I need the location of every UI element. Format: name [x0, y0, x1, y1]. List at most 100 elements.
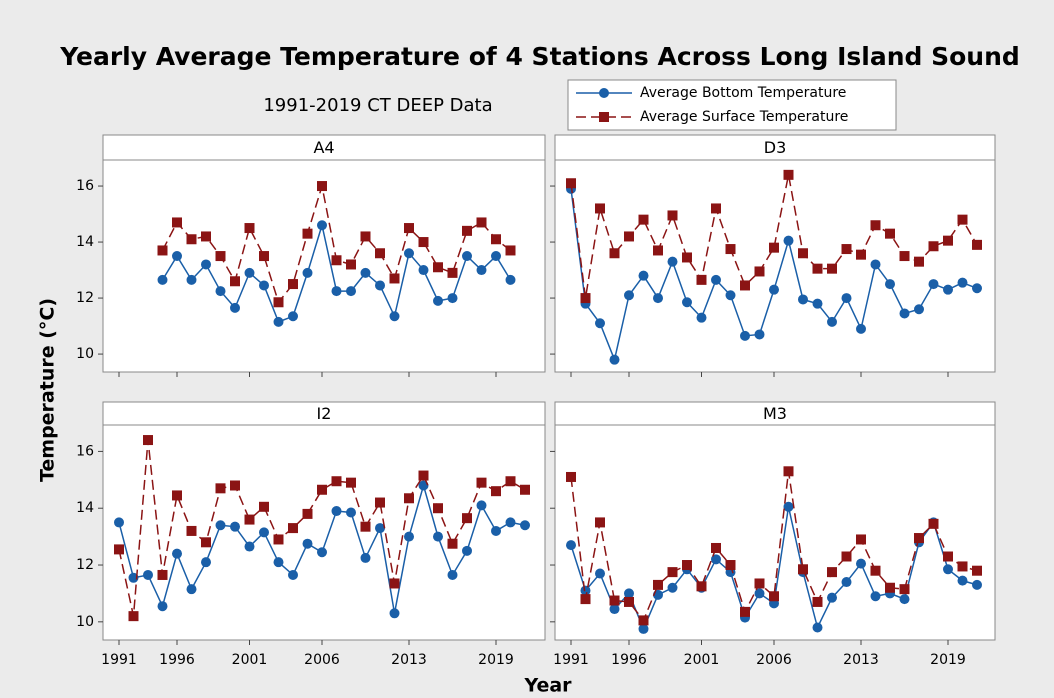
- marker: [943, 284, 953, 295]
- marker: [230, 480, 240, 491]
- marker: [505, 476, 516, 487]
- marker: [433, 295, 443, 306]
- marker: [447, 538, 458, 549]
- marker: [418, 265, 429, 276]
- marker: [841, 551, 852, 562]
- marker: [244, 514, 255, 525]
- y-tick-label: 10: [76, 346, 94, 362]
- marker: [711, 274, 721, 285]
- marker: [957, 575, 968, 586]
- marker: [157, 245, 168, 256]
- marker: [812, 263, 823, 274]
- marker: [580, 594, 591, 605]
- marker: [360, 231, 371, 242]
- marker: [754, 329, 765, 340]
- marker: [462, 545, 472, 556]
- marker: [375, 248, 385, 259]
- marker: [244, 223, 255, 234]
- marker: [201, 537, 211, 548]
- marker: [841, 293, 852, 304]
- marker: [972, 565, 982, 576]
- panel-title: A4: [313, 138, 334, 157]
- marker: [186, 274, 197, 285]
- series-line: [570, 174, 978, 299]
- marker: [595, 568, 605, 579]
- marker: [302, 538, 313, 549]
- marker: [667, 256, 678, 267]
- marker: [491, 234, 501, 245]
- marker: [259, 527, 269, 538]
- marker: [288, 279, 298, 290]
- marker: [682, 297, 692, 308]
- marker: [653, 579, 663, 590]
- marker: [317, 181, 327, 192]
- marker: [172, 548, 182, 559]
- marker: [899, 594, 910, 605]
- series-line: [570, 471, 978, 622]
- marker: [476, 477, 487, 488]
- marker: [928, 279, 939, 290]
- marker: [754, 578, 765, 589]
- legend-marker: [599, 112, 609, 122]
- y-tick-label: 16: [76, 178, 94, 194]
- marker: [798, 294, 808, 305]
- marker: [972, 283, 982, 294]
- x-tick-label: 2006: [304, 652, 340, 668]
- marker: [273, 297, 284, 308]
- marker: [609, 248, 620, 259]
- marker: [957, 214, 968, 225]
- y-tick-label: 14: [76, 234, 94, 250]
- marker: [157, 569, 168, 580]
- marker: [580, 585, 591, 596]
- marker: [114, 517, 124, 528]
- marker: [769, 284, 779, 295]
- marker: [389, 311, 400, 322]
- marker: [447, 569, 458, 580]
- marker: [740, 280, 750, 291]
- marker: [667, 582, 678, 593]
- marker: [143, 569, 153, 580]
- marker: [302, 228, 313, 239]
- panel-title: M3: [763, 404, 787, 423]
- marker: [186, 234, 197, 245]
- marker: [609, 604, 620, 615]
- marker: [505, 517, 516, 528]
- marker: [609, 595, 620, 606]
- marker: [595, 203, 605, 214]
- marker: [186, 525, 197, 536]
- marker: [172, 251, 182, 262]
- marker: [230, 302, 240, 313]
- marker: [186, 584, 197, 595]
- x-tick-label: 2001: [684, 652, 720, 668]
- subtitle: 1991-2019 CT DEEP Data: [263, 95, 492, 116]
- marker: [595, 517, 605, 528]
- x-tick-label: 1991: [553, 652, 589, 668]
- marker: [346, 259, 356, 270]
- marker: [259, 501, 269, 512]
- marker: [914, 533, 924, 544]
- marker: [856, 249, 866, 260]
- marker: [624, 231, 634, 242]
- marker: [754, 266, 765, 277]
- marker: [360, 267, 371, 278]
- marker: [812, 596, 823, 607]
- marker: [172, 217, 182, 228]
- marker: [580, 293, 591, 304]
- marker: [215, 520, 226, 531]
- marker: [595, 318, 605, 329]
- marker: [783, 235, 794, 246]
- x-tick-label: 2006: [756, 652, 792, 668]
- marker: [433, 503, 443, 514]
- marker: [885, 279, 895, 290]
- y-tick-label: 12: [76, 290, 94, 306]
- marker: [447, 293, 458, 304]
- marker: [740, 330, 750, 341]
- marker: [520, 484, 530, 495]
- marker: [740, 606, 750, 617]
- marker: [288, 569, 298, 580]
- marker: [331, 506, 342, 517]
- marker: [302, 267, 313, 278]
- panel-title: D3: [764, 138, 787, 157]
- marker: [201, 557, 211, 568]
